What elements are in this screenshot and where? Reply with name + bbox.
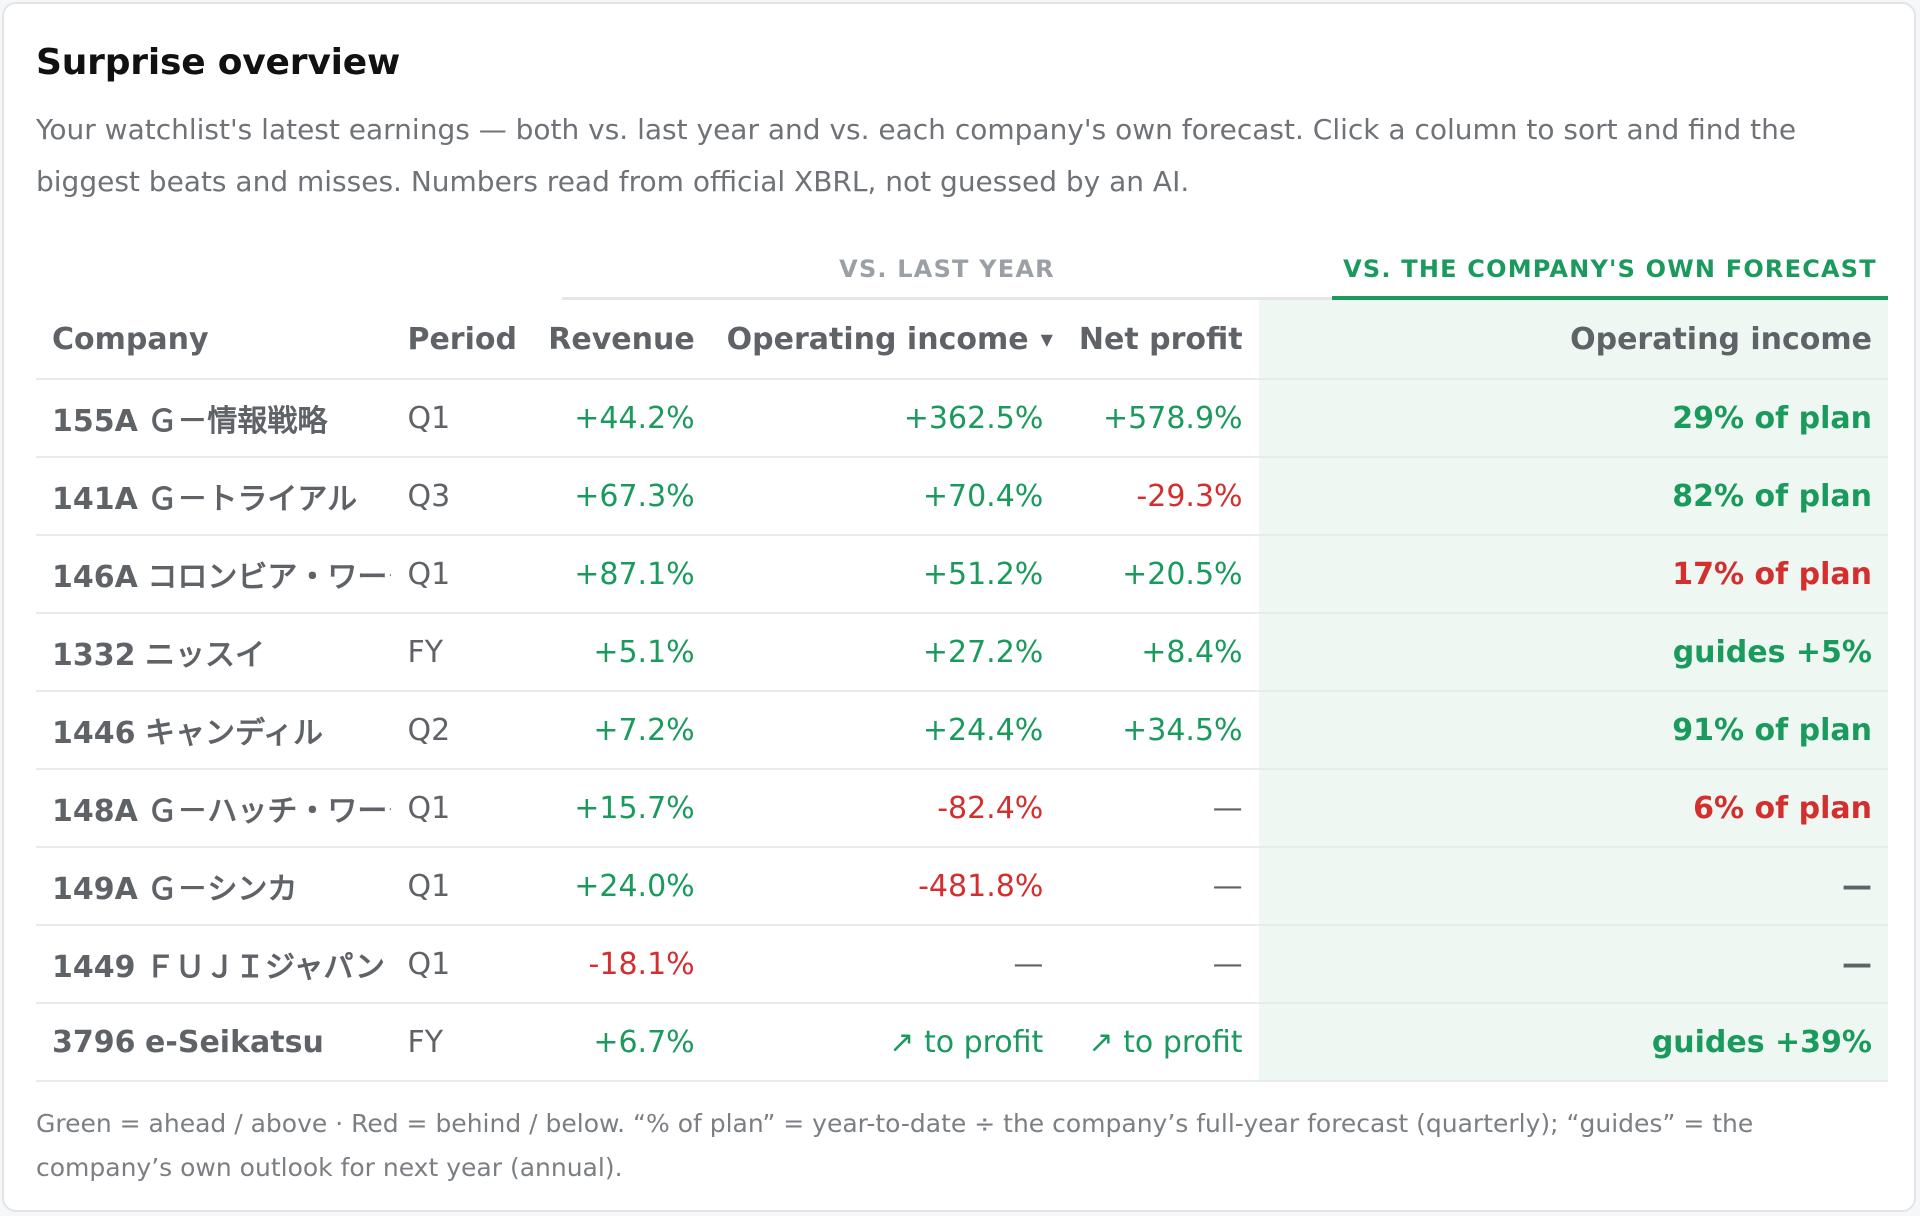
operating-income-cell: — xyxy=(710,925,1060,1004)
column-header-operating-income[interactable]: Operating income ▼ xyxy=(710,300,1060,380)
forecast-cell: 29% of plan xyxy=(1258,379,1888,458)
revenue-cell: +87.1% xyxy=(518,535,711,614)
company-code: 1332 xyxy=(52,638,136,673)
legend-footnote: Green = ahead / above · Red = behind / b… xyxy=(36,1109,1754,1182)
column-header-period[interactable]: Period xyxy=(391,300,519,380)
company-code: 3796 xyxy=(52,1024,136,1060)
operating-income-cell: +362.5% xyxy=(710,379,1060,458)
column-header-label: Revenue xyxy=(548,321,695,357)
group-header-forecast: VS. THE COMPANY'S OWN FORECAST xyxy=(1332,252,1888,300)
revenue-cell: +67.3% xyxy=(518,457,711,536)
column-header-label: Period xyxy=(407,321,517,357)
revenue-cell: +44.2% xyxy=(518,379,711,458)
sort-desc-icon: ▼ xyxy=(1040,329,1053,349)
net-profit-cell: +20.5% xyxy=(1059,535,1259,614)
operating-income-cell: +51.2% xyxy=(710,535,1060,614)
table-row[interactable]: 146A コロンビア・ワークス Q1 +87.1% +51.2% +20.5% … xyxy=(36,535,1888,614)
table-row[interactable]: 1446 キャンディル Q2 +7.2% +24.4% +34.5% 91% o… xyxy=(36,691,1888,770)
column-header-label: Company xyxy=(52,321,209,357)
period-cell: Q1 xyxy=(391,925,519,1004)
revenue-cell: +5.1% xyxy=(518,613,711,692)
table-header-row: Company Period Revenue Operating income ▼… xyxy=(36,300,1888,380)
forecast-cell: guides +39% xyxy=(1258,1003,1888,1082)
forecast-cell: — xyxy=(1258,925,1888,1004)
net-profit-cell: +34.5% xyxy=(1059,691,1259,770)
company-code: 155A xyxy=(52,404,138,439)
revenue-cell: +7.2% xyxy=(518,691,711,770)
period-cell: Q3 xyxy=(391,457,519,536)
company-code: 146A xyxy=(52,560,138,595)
forecast-cell: 6% of plan xyxy=(1258,769,1888,848)
table-row[interactable]: 3796 e-Seikatsu FY +6.7% ↗ to profit ↗ t… xyxy=(36,1003,1888,1082)
column-header-revenue[interactable]: Revenue xyxy=(518,300,711,380)
forecast-cell: 82% of plan xyxy=(1258,457,1888,536)
period-cell: Q1 xyxy=(391,535,519,614)
column-header-net-profit[interactable]: Net profit xyxy=(1059,300,1259,380)
operating-income-cell: -481.8% xyxy=(710,847,1060,926)
period-cell: Q2 xyxy=(391,691,519,770)
table-row[interactable]: 1332 ニッスイ FY +5.1% +27.2% +8.4% guides +… xyxy=(36,613,1888,692)
operating-income-cell: +24.4% xyxy=(710,691,1060,770)
company-name: e-Seikatsu xyxy=(145,1024,324,1060)
revenue-cell: -18.1% xyxy=(518,925,711,1004)
revenue-cell: +24.0% xyxy=(518,847,711,926)
column-header-label: Operating income xyxy=(1570,321,1872,357)
company-name: Ｇ－情報戦略 xyxy=(147,404,328,439)
table-row[interactable]: 155A Ｇ－情報戦略 Q1 +44.2% +362.5% +578.9% 29… xyxy=(36,379,1888,458)
table-body: 155A Ｇ－情報戦略 Q1 +44.2% +362.5% +578.9% 29… xyxy=(36,379,1888,1082)
net-profit-cell: +8.4% xyxy=(1059,613,1259,692)
net-profit-cell: -29.3% xyxy=(1059,457,1259,536)
operating-income-cell: ↗ to profit xyxy=(710,1003,1060,1082)
forecast-cell: guides +5% xyxy=(1258,613,1888,692)
period-cell: Q1 xyxy=(391,769,519,848)
operating-income-cell: -82.4% xyxy=(710,769,1060,848)
period-cell: FY xyxy=(391,1003,519,1082)
panel-title: Surprise overview xyxy=(36,42,401,83)
forecast-cell: — xyxy=(1258,847,1888,926)
operating-income-cell: +27.2% xyxy=(710,613,1060,692)
surprise-table: Company Period Revenue Operating income ▼… xyxy=(36,300,1888,1082)
company-name: Ｇ－シンカ xyxy=(147,872,298,907)
company-code: 148A xyxy=(52,794,138,829)
column-header-forecast-operating-income[interactable]: Operating income xyxy=(1258,300,1888,380)
net-profit-cell: ↗ to profit xyxy=(1059,1003,1259,1082)
company-name: コロンビア・ワークス xyxy=(147,560,391,595)
column-header-label: Operating income xyxy=(726,321,1029,357)
company-code: 1446 xyxy=(52,716,136,751)
company-code: 141A xyxy=(52,482,138,517)
forecast-cell: 17% of plan xyxy=(1258,535,1888,614)
company-name: Ｇ－ハッチ・ワーク xyxy=(147,794,392,829)
company-name: ニッスイ xyxy=(145,638,266,673)
period-cell: Q1 xyxy=(391,379,519,458)
revenue-cell: +15.7% xyxy=(518,769,711,848)
column-header-company[interactable]: Company xyxy=(36,300,392,380)
table-row[interactable]: 1449 ＦＵＪＩジャパン Q1 -18.1% — — — xyxy=(36,925,1888,1004)
company-name: キャンディル xyxy=(145,716,323,751)
operating-income-cell: +70.4% xyxy=(710,457,1060,536)
period-cell: FY xyxy=(391,613,519,692)
table-row[interactable]: 141A Ｇ－トライアル Q3 +67.3% +70.4% -29.3% 82%… xyxy=(36,457,1888,536)
company-code: 1449 xyxy=(52,950,136,985)
table-row[interactable]: 148A Ｇ－ハッチ・ワーク Q1 +15.7% -82.4% — 6% of … xyxy=(36,769,1888,848)
net-profit-cell: — xyxy=(1059,847,1259,926)
net-profit-cell: — xyxy=(1059,925,1259,1004)
forecast-cell: 91% of plan xyxy=(1258,691,1888,770)
net-profit-cell: — xyxy=(1059,769,1259,848)
net-profit-cell: +578.9% xyxy=(1059,379,1259,458)
table-row[interactable]: 149A Ｇ－シンカ Q1 +24.0% -481.8% — — xyxy=(36,847,1888,926)
column-header-label: Net profit xyxy=(1078,321,1243,357)
panel-subtitle: Your watchlist's latest earnings — both … xyxy=(36,113,1797,198)
company-code: 149A xyxy=(52,872,138,907)
group-header-last-year: VS. LAST YEAR xyxy=(562,252,1332,300)
company-name: Ｇ－トライアル xyxy=(147,482,358,517)
period-cell: Q1 xyxy=(391,847,519,926)
company-name: ＦＵＪＩジャパン xyxy=(145,950,386,985)
revenue-cell: +6.7% xyxy=(518,1003,711,1082)
